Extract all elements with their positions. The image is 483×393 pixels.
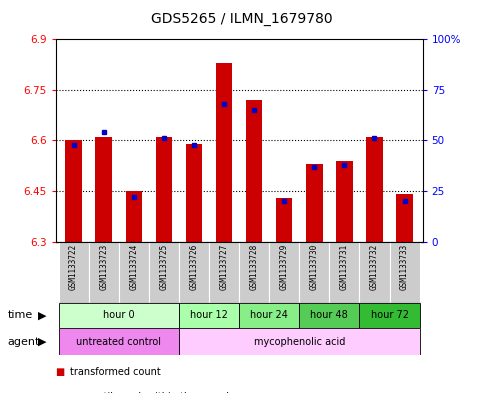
Bar [58,328,179,355]
Text: hour 12: hour 12 [190,310,228,320]
Text: ■: ■ [56,392,65,393]
Text: GSM1133728: GSM1133728 [250,244,258,290]
Text: GSM1133723: GSM1133723 [99,244,108,290]
Bar [329,242,359,303]
Bar [239,242,269,303]
Text: GSM1133725: GSM1133725 [159,244,169,290]
Text: GSM1133730: GSM1133730 [310,244,319,290]
Bar [149,242,179,303]
Text: transformed count: transformed count [70,367,161,376]
Bar [96,137,112,242]
Text: percentile rank within the sample: percentile rank within the sample [70,392,235,393]
Bar [396,195,413,242]
Bar [299,303,359,328]
Text: hour 24: hour 24 [250,310,288,320]
Text: GSM1133727: GSM1133727 [220,244,228,290]
Text: GSM1133731: GSM1133731 [340,244,349,290]
Bar [209,242,239,303]
Bar [216,63,232,242]
Text: mycophenolic acid: mycophenolic acid [254,336,345,347]
Bar [336,161,353,242]
Bar [269,242,299,303]
Bar [246,100,262,242]
Bar [299,242,329,303]
Text: untreated control: untreated control [76,336,161,347]
Bar [89,242,119,303]
Bar [126,191,142,242]
Bar [359,242,389,303]
Text: GSM1133724: GSM1133724 [129,244,138,290]
Text: ▶: ▶ [38,310,46,320]
Bar [58,242,89,303]
Text: agent: agent [7,336,40,347]
Bar [179,328,420,355]
Bar [359,303,420,328]
Bar [179,242,209,303]
Bar [389,242,420,303]
Bar [58,303,179,328]
Bar [179,303,239,328]
Text: hour 72: hour 72 [370,310,409,320]
Text: GDS5265 / ILMN_1679780: GDS5265 / ILMN_1679780 [151,12,332,26]
Text: time: time [7,310,32,320]
Bar [119,242,149,303]
Bar [276,198,293,242]
Text: GSM1133733: GSM1133733 [400,244,409,290]
Text: ■: ■ [56,367,65,376]
Bar [366,137,383,242]
Text: hour 48: hour 48 [311,310,348,320]
Bar [239,303,299,328]
Text: ▶: ▶ [38,336,46,347]
Text: GSM1133732: GSM1133732 [370,244,379,290]
Bar [156,137,172,242]
Text: GSM1133726: GSM1133726 [189,244,199,290]
Bar [306,164,323,242]
Text: hour 0: hour 0 [103,310,135,320]
Text: GSM1133729: GSM1133729 [280,244,289,290]
Bar [65,141,82,242]
Text: GSM1133722: GSM1133722 [69,244,78,290]
Bar [185,144,202,242]
